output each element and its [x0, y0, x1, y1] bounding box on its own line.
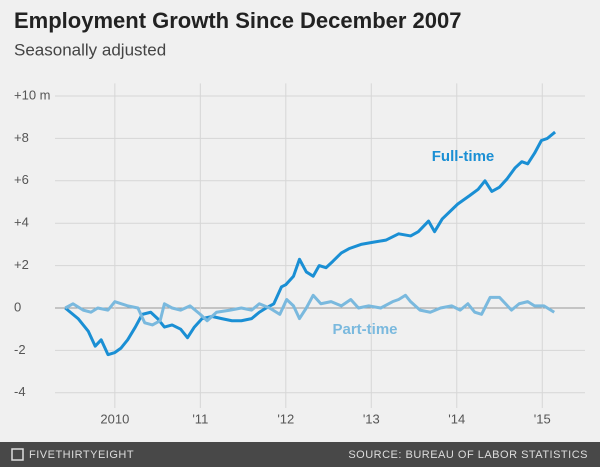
brand-icon	[11, 448, 24, 461]
y-tick-label: +6	[14, 172, 29, 187]
x-tick-label: '12	[277, 411, 294, 426]
x-tick-label: '14	[448, 411, 465, 426]
source: SOURCE: BUREAU OF LABOR STATISTICS	[348, 449, 588, 461]
brand: FIVETHIRTYEIGHT	[29, 449, 134, 461]
x-tick-label: '11	[192, 411, 208, 426]
line	[64, 293, 556, 327]
y-tick-label: +8	[14, 130, 29, 145]
x-tick-label: '15	[534, 411, 551, 426]
y-tick-label: -4	[14, 384, 26, 399]
series-label: Part-time	[332, 321, 397, 338]
grid	[55, 83, 585, 408]
x-tick-label: '13	[363, 411, 380, 426]
footer	[0, 442, 600, 467]
y-tick-label: +10 m	[14, 87, 51, 102]
plot	[64, 130, 557, 357]
y-tick-label: +4	[14, 215, 29, 230]
y-tick-label: +2	[14, 257, 29, 272]
y-tick-label: 0	[14, 299, 21, 314]
chart-title: Employment Growth Since December 2007	[14, 8, 462, 33]
series-label: Full-time	[432, 148, 495, 165]
chart-subtitle: Seasonally adjusted	[14, 40, 166, 59]
y-tick-label: -2	[14, 342, 26, 357]
x-tick-label: 2010	[100, 411, 129, 426]
